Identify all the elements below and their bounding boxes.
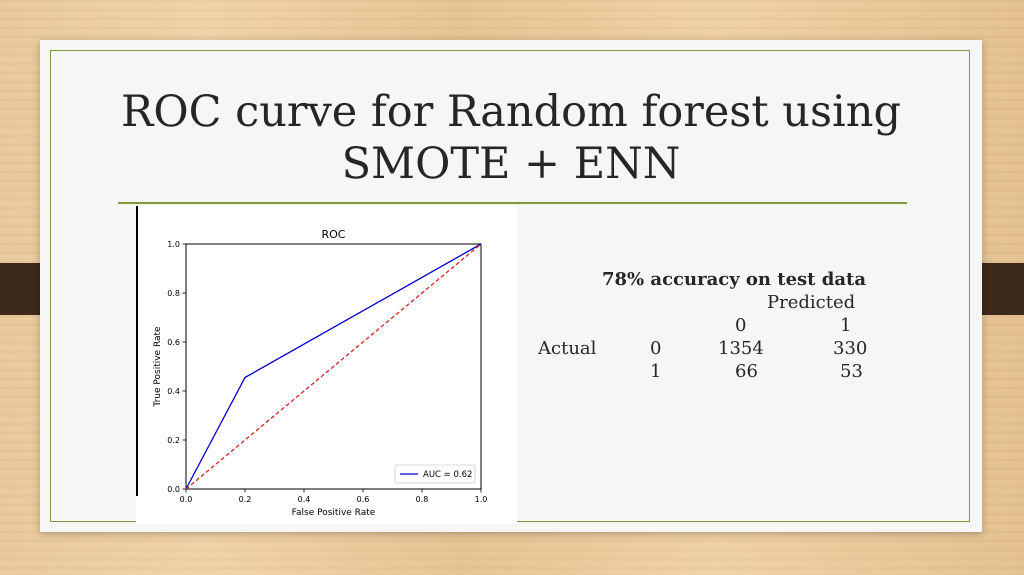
x-tick-label: 0.2 [239, 495, 252, 504]
x-tick-label: 1.0 [475, 495, 488, 504]
chart-title: ROC [322, 228, 346, 241]
roc-curve-line [185, 243, 482, 490]
cell-1-1: 53 [840, 361, 863, 382]
legend-label-auc: AUC = 0.62 [423, 470, 472, 480]
slide: ROC curve for Random forest using SMOTE … [40, 40, 982, 532]
diagonal-reference-line [185, 243, 482, 490]
actual-label: Actual [538, 338, 597, 359]
y-tick-label: 0.8 [167, 289, 180, 298]
actual-class-0: 0 [650, 338, 662, 359]
pred-class-1: 1 [840, 315, 852, 336]
y-tick-label: 0.2 [167, 436, 180, 445]
accuracy-text: 78% accuracy on test data [602, 269, 866, 290]
pred-class-0: 0 [735, 315, 747, 336]
y-tick-label: 1.0 [167, 240, 180, 249]
stats-panel: 78% accuracy on test data Predicted 0 1 … [520, 266, 920, 426]
y-axis-label: True Positive Rate [153, 326, 163, 408]
legend-box [394, 464, 476, 484]
title-divider [118, 202, 907, 204]
predicted-header: Predicted [767, 292, 856, 313]
cell-1-0: 66 [735, 361, 758, 382]
cell-0-1: 330 [833, 338, 868, 359]
roc-chart: ROC False Positive Rate True Positive Ra… [153, 228, 487, 518]
x-tick-label: 0.8 [416, 495, 429, 504]
actual-class-1: 1 [650, 361, 662, 382]
y-tick-label: 0.6 [167, 338, 180, 347]
x-tick-label: 0.0 [180, 495, 193, 504]
image-left-border [136, 206, 138, 496]
x-axis-label: False Positive Rate [292, 508, 376, 518]
legend: AUC = 0.62 [394, 464, 476, 484]
axis-ticks: 0.0 0.2 0.4 0.6 0.8 1.0 0.0 0.2 0.4 0.6 0.8 1.0 [167, 240, 487, 504]
y-tick-label: 0.4 [167, 387, 180, 396]
slide-title: ROC curve for Random forest using SMOTE … [100, 86, 922, 190]
x-tick-label: 0.6 [357, 495, 370, 504]
roc-chart-image: ROC False Positive Rate True Positive Ra… [136, 206, 517, 524]
title-line-2: SMOTE + ENN [341, 139, 681, 189]
x-tick-label: 0.4 [298, 495, 311, 504]
plot-area [185, 243, 482, 490]
cell-0-0: 1354 [718, 338, 764, 359]
series-lines [185, 243, 482, 490]
y-tick-label: 0.0 [167, 485, 180, 494]
title-line-1: ROC curve for Random forest using [120, 87, 902, 137]
